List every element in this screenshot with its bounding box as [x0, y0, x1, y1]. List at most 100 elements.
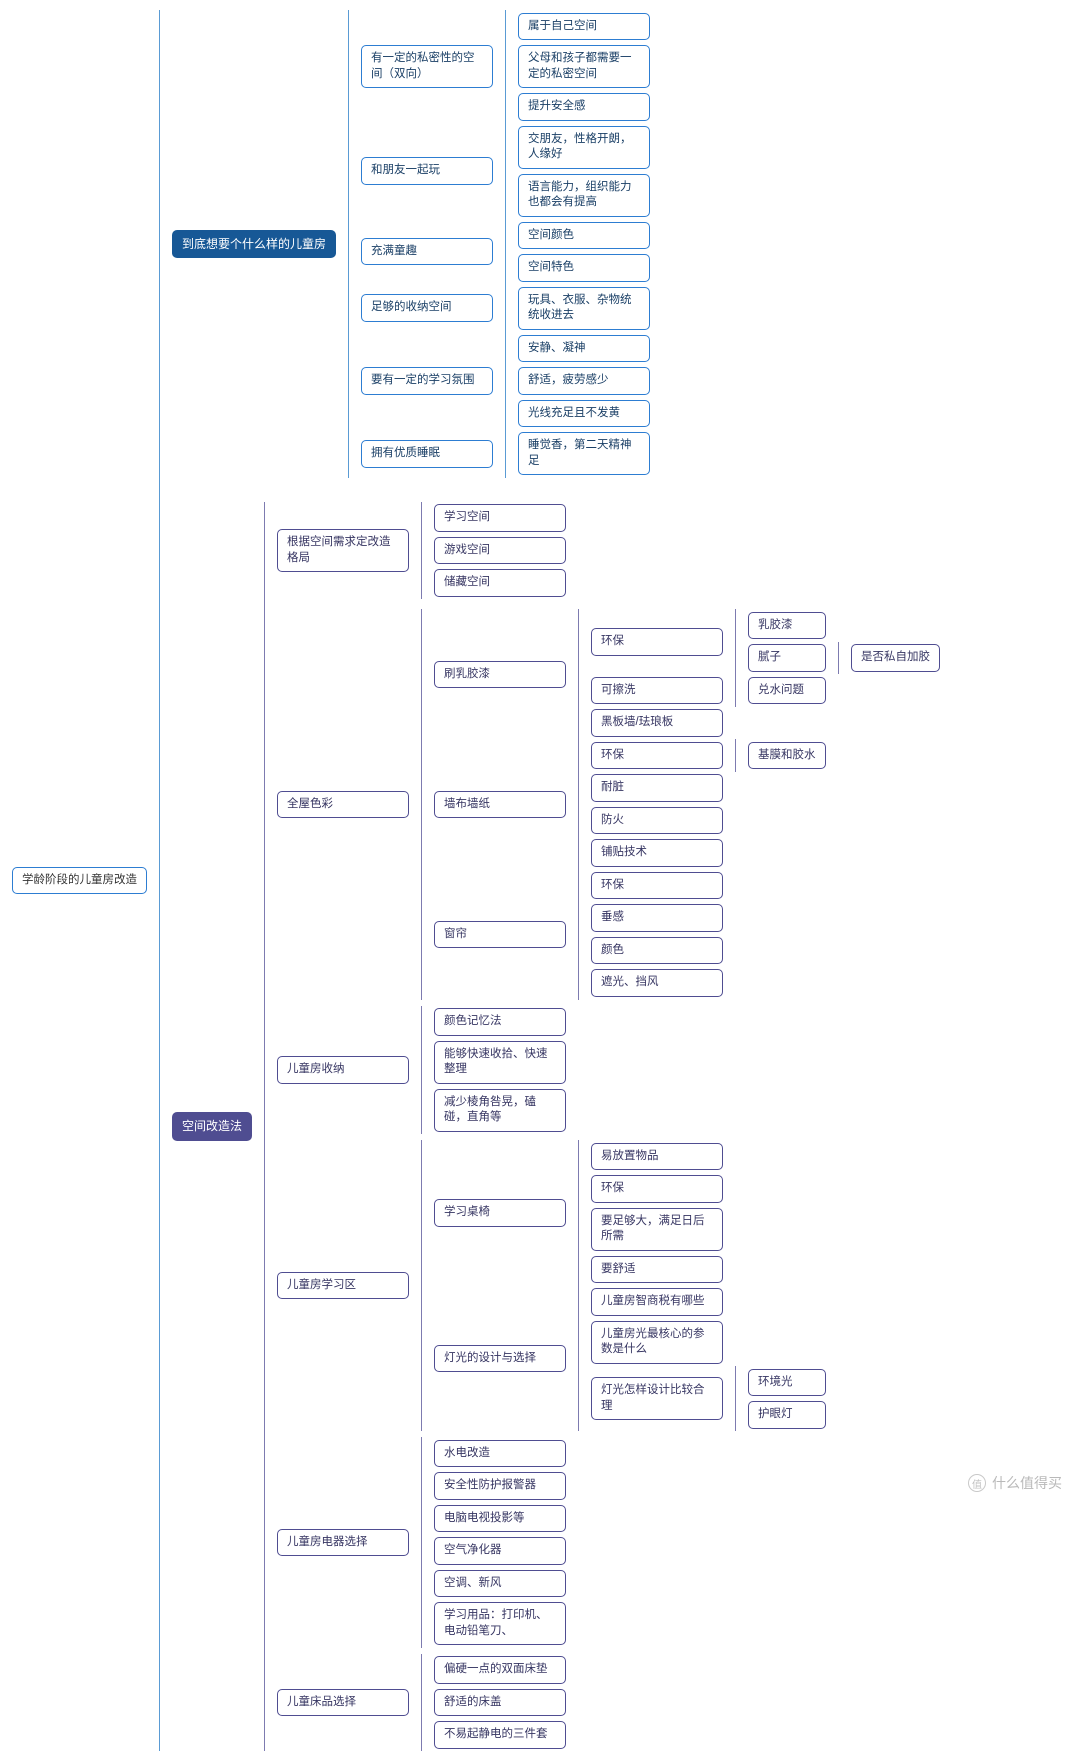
b1-c4-k: 玩具、衣服、杂物统统收进去 [505, 284, 650, 332]
b2-s5-k: 水电改造 安全性防护报警器 电脑电视投影等 空气净化器 空调、新风 学习用品：打… [421, 1437, 566, 1648]
paper-env-extra: 基膜和胶水 [735, 739, 826, 772]
leaf: 环保 [591, 872, 723, 900]
leaf: 护眼灯 [748, 1401, 826, 1429]
leaf: 铺贴技术 [591, 839, 723, 867]
leaf: 空气净化器 [434, 1537, 566, 1565]
leaf: 水电改造 [434, 1440, 566, 1468]
b2-s3-t: 儿童房收纳 [277, 1056, 409, 1084]
b1-c3-k: 空间颜色 空间特色 [505, 219, 650, 284]
paint-env: 环保 乳胶漆 腻子 是否私自加胶 [591, 609, 940, 674]
leaf: 遮光、挡风 [591, 969, 723, 997]
b2-s6: 儿童床品选择 偏硬一点的双面床垫 舒适的床盖 不易起静电的三件套 [277, 1654, 940, 1752]
branch1-title: 到底想要个什么样的儿童房 [172, 230, 336, 258]
b1-c3-t: 充满童趣 [361, 238, 493, 266]
leaf: 要舒适 [591, 1256, 723, 1284]
paper-env-t: 环保 [591, 742, 723, 770]
branch2-children: 根据空间需求定改造格局 学习空间 游戏空间 储藏空间 全屋色彩 刷乳胶漆 [264, 502, 940, 1752]
b2-s6-k: 偏硬一点的双面床垫 舒适的床盖 不易起静电的三件套 [421, 1654, 566, 1752]
b1-c5-k: 安静、凝神 舒适，疲劳感少 光线充足且不发黄 [505, 332, 650, 430]
leaf: 空调、新风 [434, 1570, 566, 1598]
wash-extra: 兑水问题 [735, 674, 826, 707]
b1-c6: 拥有优质睡眠 睡觉香，第二天精神足 [361, 430, 650, 478]
b2-s4: 儿童房学习区 学习桌椅 易放置物品 环保 要足够大，满足日后所需 要舒适 [277, 1140, 940, 1431]
watermark-logo-icon: 值 [968, 1474, 986, 1492]
desk-k: 易放置物品 环保 要足够大，满足日后所需 要舒适 [578, 1140, 723, 1286]
leaf: 父母和孩子都需要一定的私密空间 [518, 45, 650, 88]
b2-s2-paint: 刷乳胶漆 环保 乳胶漆 腻子 是否私自加胶 [434, 609, 940, 739]
b2-s2-t: 全屋色彩 [277, 791, 409, 819]
leaf: 语言能力，组织能力也都会有提高 [518, 174, 650, 217]
branch2-title: 空间改造法 [172, 1112, 252, 1140]
b1-c5: 要有一定的学习氛围 安静、凝神 舒适，疲劳感少 光线充足且不发黄 [361, 332, 650, 430]
b1-c1: 有一定的私密性的空间（双向） 属于自己空间 父母和孩子都需要一定的私密空间 提升… [361, 10, 650, 123]
desk: 学习桌椅 易放置物品 环保 要足够大，满足日后所需 要舒适 [434, 1140, 826, 1286]
leaf: 儿童房光最核心的参数是什么 [591, 1321, 723, 1364]
watermark: 值 什么值得买 [968, 1473, 1062, 1493]
leaf: 能够快速收拾、快速整理 [434, 1041, 566, 1084]
paint-env-t: 环保 [591, 628, 723, 656]
leaf: 偏硬一点的双面床垫 [434, 1656, 566, 1684]
leaf: 颜色记忆法 [434, 1008, 566, 1036]
paint-env-nizi: 腻子 是否私自加胶 [748, 642, 940, 675]
leaf: 环保 [591, 1175, 723, 1203]
leaf: 空间特色 [518, 254, 650, 282]
b2-s2: 全屋色彩 刷乳胶漆 环保 乳胶漆 [277, 609, 940, 999]
leaf: 游戏空间 [434, 537, 566, 565]
leaf: 光线充足且不发黄 [518, 400, 650, 428]
leaf: 储藏空间 [434, 569, 566, 597]
leaf: 乳胶漆 [748, 612, 826, 640]
b2-s2-curtain: 窗帘 环保 垂感 颜色 遮光、挡风 [434, 869, 940, 999]
b2-s5: 儿童房电器选择 水电改造 安全性防护报警器 电脑电视投影等 空气净化器 空调、新… [277, 1437, 940, 1648]
desk-t: 学习桌椅 [434, 1199, 566, 1227]
leaf: 电脑电视投影等 [434, 1505, 566, 1533]
leaf: 垂感 [591, 904, 723, 932]
b1-c6-k: 睡觉香，第二天精神足 [505, 430, 650, 478]
leaf: 基膜和胶水 [748, 742, 826, 770]
leaf: 减少棱角咎晃，磕碰，直角等 [434, 1089, 566, 1132]
curtain-k: 环保 垂感 颜色 遮光、挡风 [578, 869, 723, 999]
b1-c4-t: 足够的收纳空间 [361, 294, 493, 322]
b1-c5-t: 要有一定的学习氛围 [361, 367, 493, 395]
branch1: 到底想要个什么样的儿童房 有一定的私密性的空间（双向） 属于自己空间 父母和孩子… [172, 10, 940, 478]
b2-s2-paper: 墙布墙纸 环保 基膜和胶水 耐脏 防火 铺贴技术 [434, 739, 940, 869]
leaf: 睡觉香，第二天精神足 [518, 432, 650, 475]
leaf: 提升安全感 [518, 93, 650, 121]
mindmap-root-container: 学龄阶段的儿童房改造 到底想要个什么样的儿童房 有一定的私密性的空间（双向） 属… [0, 0, 1080, 1761]
leaf: 腻子 [748, 644, 826, 672]
leaf: 安静、凝神 [518, 335, 650, 363]
leaf: 兑水问题 [748, 677, 826, 705]
b1-c2-t: 和朋友一起玩 [361, 157, 493, 185]
paint-env-k: 乳胶漆 腻子 是否私自加胶 [735, 609, 940, 674]
branch2: 空间改造法 根据空间需求定改造格局 学习空间 游戏空间 储藏空间 全屋色彩 [172, 502, 940, 1752]
branch1-children: 有一定的私密性的空间（双向） 属于自己空间 父母和孩子都需要一定的私密空间 提升… [348, 10, 650, 478]
b2-s4-t: 儿童房学习区 [277, 1272, 409, 1300]
leaf: 交朋友，性格开朗，人缘好 [518, 126, 650, 169]
b1-c4: 足够的收纳空间 玩具、衣服、杂物统统收进去 [361, 284, 650, 332]
b2-s4-k: 学习桌椅 易放置物品 环保 要足够大，满足日后所需 要舒适 灯光的设计与选择 [421, 1140, 826, 1431]
b1-c1-k: 属于自己空间 父母和孩子都需要一定的私密空间 提升安全感 [505, 10, 650, 123]
paint-t: 刷乳胶漆 [434, 661, 566, 689]
curtain-t: 窗帘 [434, 921, 566, 949]
b1-c6-t: 拥有优质睡眠 [361, 440, 493, 468]
leaf: 黑板墙/珐琅板 [591, 709, 723, 737]
leaf: 安全性防护报警器 [434, 1472, 566, 1500]
b1-c3: 充满童趣 空间颜色 空间特色 [361, 219, 650, 284]
b2-s1: 根据空间需求定改造格局 学习空间 游戏空间 储藏空间 [277, 502, 940, 600]
root-node: 学龄阶段的儿童房改造 [12, 867, 147, 895]
mindmap-canvas: 学龄阶段的儿童房改造 到底想要个什么样的儿童房 有一定的私密性的空间（双向） 属… [0, 0, 1080, 1507]
leaf: 舒适的床盖 [434, 1689, 566, 1717]
b1-c2-k: 交朋友，性格开朗，人缘好 语言能力，组织能力也都会有提高 [505, 123, 650, 219]
paper-k: 环保 基膜和胶水 耐脏 防火 铺贴技术 [578, 739, 826, 869]
b2-s3-k: 颜色记忆法 能够快速收拾、快速整理 减少棱角咎晃，磕碰，直角等 [421, 1006, 566, 1135]
paint-wash: 可擦洗 兑水问题 [591, 674, 940, 707]
b1-c1-t: 有一定的私密性的空间（双向） [361, 45, 493, 88]
leaf: 不易起静电的三件套 [434, 1721, 566, 1749]
leaf: 环境光 [748, 1369, 826, 1397]
leaf: 玩具、衣服、杂物统统收进去 [518, 287, 650, 330]
b1-c2: 和朋友一起玩 交朋友，性格开朗，人缘好 语言能力，组织能力也都会有提高 [361, 123, 650, 219]
leaf: 舒适，疲劳感少 [518, 367, 650, 395]
leaf: 耐脏 [591, 774, 723, 802]
light-k: 儿童房智商税有哪些 儿童房光最核心的参数是什么 灯光怎样设计比较合理 环境光 护… [578, 1286, 826, 1432]
leaf: 学习空间 [434, 504, 566, 532]
leaf: 学习用品：打印机、电动铅笔刀、 [434, 1602, 566, 1645]
